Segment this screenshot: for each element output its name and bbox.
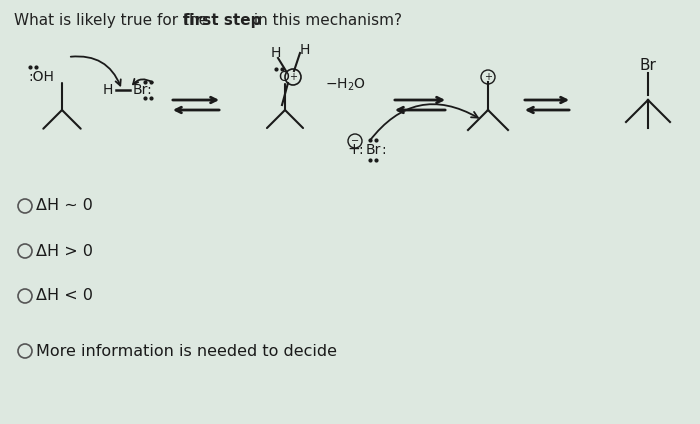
Text: H: H	[300, 43, 310, 57]
Text: ΔH < 0: ΔH < 0	[36, 288, 93, 304]
Text: Br: Br	[640, 58, 657, 73]
Text: +: +	[348, 142, 360, 157]
Text: Br:: Br:	[132, 83, 152, 97]
Text: in this mechanism?: in this mechanism?	[249, 13, 402, 28]
Text: +: +	[484, 72, 492, 82]
Text: What is likely true for the: What is likely true for the	[14, 13, 213, 28]
Text: −: −	[351, 136, 359, 146]
Text: ΔH ∼ 0: ΔH ∼ 0	[36, 198, 93, 214]
Text: Br: Br	[365, 143, 381, 157]
Text: +: +	[289, 72, 297, 82]
Text: More information is needed to decide: More information is needed to decide	[36, 343, 337, 359]
Text: first step: first step	[183, 13, 262, 28]
Text: :OH: :OH	[28, 70, 54, 84]
Text: O: O	[279, 70, 289, 84]
Text: $-$H$_2$O: $-$H$_2$O	[325, 77, 366, 93]
Text: H: H	[271, 46, 281, 60]
Text: :: :	[382, 143, 386, 157]
Text: ΔH > 0: ΔH > 0	[36, 243, 93, 259]
Text: :: :	[358, 143, 363, 157]
FancyArrowPatch shape	[133, 79, 153, 84]
FancyArrowPatch shape	[370, 104, 478, 141]
FancyArrowPatch shape	[71, 56, 121, 86]
Text: H: H	[103, 83, 113, 97]
